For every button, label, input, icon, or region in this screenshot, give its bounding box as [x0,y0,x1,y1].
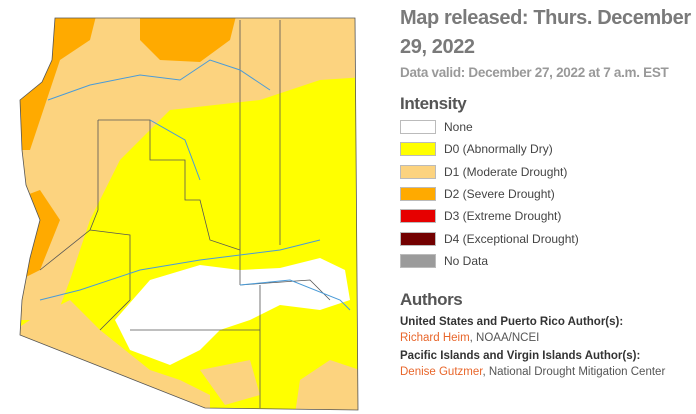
legend: None D0 (Abnormally Dry) D1 (Moderate Drou… [400,116,692,272]
legend-item: D4 (Exceptional Drought) [400,227,692,249]
authors-title: Authors [400,290,463,310]
legend-swatch [400,253,436,268]
drought-map [19,17,359,411]
legend-label: D1 (Moderate Drought) [444,164,568,179]
legend-label: None [444,120,473,135]
author-line: Richard Heim, NOAA/NCEI [400,332,692,344]
legend-swatch [400,187,436,202]
legend-swatch [400,120,436,135]
legend-label: D0 (Abnormally Dry) [444,142,553,157]
legend-item: D0 (Abnormally Dry) [400,138,692,160]
author-name[interactable]: Denise Gutzmer [400,366,483,379]
legend-swatch [400,209,436,224]
author-affiliation: , National Drought Mitigation Center [482,366,666,379]
author-line: Denise Gutzmer, National Drought Mitigat… [400,366,692,378]
legend-item: D1 (Moderate Drought) [400,161,692,183]
info-panel: Map released: Thurs. December 29, 2022 D… [400,4,692,378]
author-heading: United States and Puerto Rico Author(s): [400,316,624,329]
legend-item: D2 (Severe Drought) [400,183,692,205]
author-affiliation: , NOAA/NCEI [469,332,540,345]
legend-swatch [400,164,436,179]
authors: United States and Puerto Rico Author(s):… [400,316,692,378]
title: Map released: Thurs. December 29, 2022 [400,7,691,58]
author-name[interactable]: Richard Heim [400,332,470,345]
legend-label: D4 (Exceptional Drought) [444,231,579,246]
legend-label: D3 (Extreme Drought) [444,209,562,224]
legend-item: None [400,116,692,138]
legend-label: D2 (Severe Drought) [444,187,555,202]
legend-swatch [400,231,436,246]
legend-title: Intensity [400,94,467,113]
subtitle: Data valid: December 27, 2022 at 7 a.m. … [400,65,669,80]
legend-item: No Data [400,250,692,272]
legend-item: D3 (Extreme Drought) [400,205,692,227]
author-heading: Pacific Islands and Virgin Islands Autho… [400,350,641,363]
legend-label: No Data [444,253,489,268]
legend-swatch [400,142,436,157]
